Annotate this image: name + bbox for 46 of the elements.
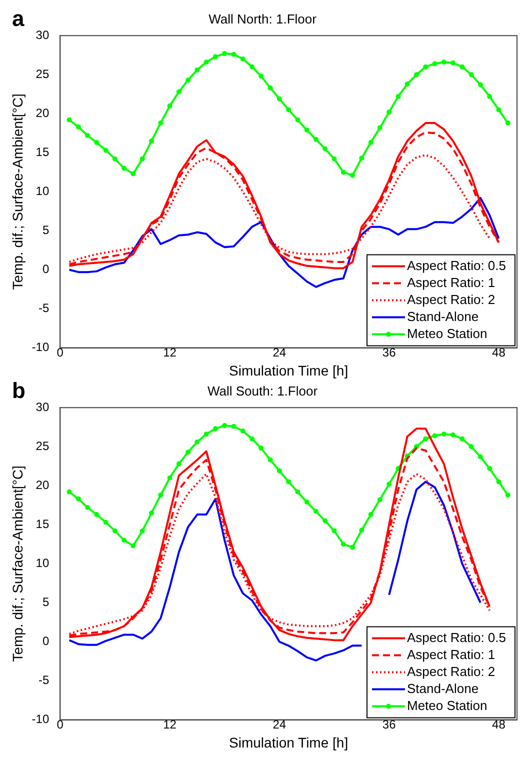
legend-label: Aspect Ratio: 2 [407,292,496,307]
y-tick-label: 15 [36,144,50,159]
y-tick-label: 10 [36,184,50,198]
legend-label: Aspect Ratio: 1 [407,646,496,662]
legend-label: Stand-Alone [407,680,479,696]
x-tick-label: 24 [272,345,286,360]
y-tick-label: -5 [38,673,50,688]
y-tick-label: -5 [38,301,50,316]
x-tick-label: 48 [492,345,506,360]
y-tick-label: 20 [36,106,50,120]
legend-label: Meteo Station [407,326,488,341]
x-tick-label: 48 [492,717,506,732]
y-tick-label: 25 [36,438,50,453]
y-tick-label: 15 [36,516,50,531]
y-axis-title: Temp. dif.; Surface-Ambient[°C] [9,466,26,662]
y-tick-label: 20 [36,478,50,492]
y-tick-label: -10 [32,712,50,726]
y-tick-label: 30 [36,28,50,42]
legend-label: Aspect Ratio: 2 [407,664,496,679]
legend-label: Meteo Station [407,698,488,713]
y-tick-label: 10 [36,556,50,570]
x-tick-label: 36 [382,717,396,732]
y-tick-label: 0 [42,634,50,648]
y-tick-label: 0 [42,262,50,276]
x-tick-label: 36 [382,345,396,360]
y-tick-label: 5 [42,223,50,238]
y-tick-label: 5 [42,595,50,610]
x-tick-label: 24 [272,717,286,732]
y-tick-label: 25 [36,66,50,81]
x-tick-label: 0 [56,345,64,360]
y-tick-label: 30 [36,400,50,414]
chart-title: Wall South: 1.Floor [207,383,318,398]
text: b [12,378,26,403]
legend-label: Aspect Ratio: 0.5 [407,258,506,273]
y-axis-title: Temp. dif.; Surface-Ambient[°C] [9,94,26,290]
legend-label: Aspect Ratio: 1 [407,274,496,290]
chart-title: Wall North: 1.Floor [208,11,318,26]
legend-label: Stand-Alone [407,308,479,324]
x-tick-label: 12 [163,345,177,360]
x-tick-label: 12 [163,717,177,732]
x-tick-label: 0 [56,717,64,732]
text: a [12,6,24,31]
y-tick-label: -10 [32,340,50,354]
legend-label: Aspect Ratio: 0.5 [407,630,506,645]
x-axis-title: Simulation Time [h] [229,734,348,750]
x-axis-title: Simulation Time [h] [229,362,348,378]
